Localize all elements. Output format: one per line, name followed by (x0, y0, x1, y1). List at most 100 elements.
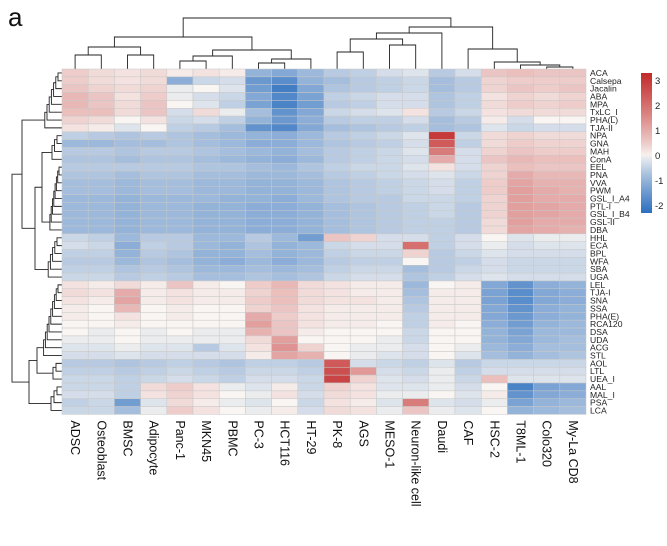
column-label: Daudi (435, 420, 449, 453)
heatmap-cell (533, 390, 561, 399)
heatmap-cell (507, 139, 534, 148)
column-dendrogram (74, 17, 574, 69)
heatmap-cell (166, 351, 194, 360)
heatmap-cell (480, 92, 508, 101)
heatmap-cell (428, 319, 456, 329)
heatmap-cell (271, 280, 299, 290)
heatmap-cell (271, 76, 299, 85)
heatmap-cell (480, 374, 508, 384)
column-label: MKN45 (199, 420, 213, 462)
heatmap-cell (166, 382, 194, 392)
heatmap-cell (297, 359, 325, 368)
row-label: ECA (590, 241, 608, 251)
heatmap-cell (297, 272, 325, 282)
heatmap-cell (402, 382, 430, 392)
heatmap-cell (61, 178, 89, 187)
heatmap-cell (323, 257, 351, 266)
legend-tick-label: 3 (655, 76, 660, 87)
heatmap-cell (349, 406, 377, 415)
heatmap-cell (218, 382, 246, 392)
heatmap-cell (61, 84, 89, 93)
heatmap-cell (166, 233, 194, 242)
heatmap-cell (323, 241, 351, 250)
heatmap-cell (192, 139, 220, 148)
heatmap-cell (349, 327, 377, 337)
heatmap-cell (480, 217, 508, 227)
heatmap-cell (192, 398, 220, 407)
row-label: PHA(E) (590, 311, 619, 321)
heatmap-cell (114, 335, 141, 344)
heatmap-cell (428, 131, 456, 140)
heatmap-cell (507, 327, 534, 337)
heatmap-cell (218, 319, 246, 329)
heatmap-cell (114, 233, 141, 242)
heatmap-cell (218, 92, 246, 101)
heatmap-cell (559, 108, 587, 117)
heatmap-cell (87, 406, 115, 415)
heatmap-cell (166, 217, 194, 227)
heatmap-cell (87, 335, 115, 344)
heatmap-cell (507, 359, 534, 368)
heatmap-cell (507, 319, 534, 329)
heatmap-cell (114, 194, 141, 203)
heatmap-cell (507, 233, 534, 242)
heatmap-cell (271, 186, 299, 195)
heatmap-cell (218, 359, 246, 368)
heatmap-cell (480, 382, 508, 392)
heatmap-cell (192, 217, 220, 227)
dendrogram-link (258, 62, 286, 69)
column-label: T8ML-1 (514, 420, 528, 463)
heatmap-cell (349, 186, 377, 195)
heatmap-cell (480, 155, 508, 164)
heatmap-cell (61, 406, 89, 415)
heatmap-cell (271, 327, 299, 337)
heatmap-cell (87, 84, 115, 93)
heatmap-cell (376, 241, 403, 250)
heatmap-cell (402, 359, 430, 368)
heatmap-cell (323, 359, 351, 368)
heatmap-cell (87, 272, 115, 282)
heatmap-cell (323, 123, 351, 133)
heatmap-cell (245, 288, 272, 297)
heatmap-cell (218, 312, 246, 321)
heatmap-cell (454, 123, 482, 133)
heatmap-cell (166, 398, 194, 407)
heatmap-cell (454, 327, 482, 337)
dendrogram-link (271, 58, 312, 69)
heatmap-cell (454, 390, 482, 399)
heatmap-cell (533, 367, 561, 376)
heatmap-cell (323, 76, 351, 85)
heatmap-cell (140, 131, 168, 140)
heatmap-cell (507, 225, 534, 235)
heatmap-cell (245, 382, 272, 392)
row-label: TJA-I (590, 288, 611, 298)
heatmap-cell (297, 382, 325, 392)
heatmap-cell (559, 225, 587, 235)
heatmap-cell (533, 225, 561, 235)
column-labels: ADSC Osteoblast BMSC Adipocyte Panc-1 MKN45 PB… (68, 420, 580, 506)
heatmap-cell (454, 100, 482, 109)
heatmap-cell (271, 68, 299, 78)
heatmap-cell (192, 382, 220, 392)
dendrogram-link (56, 237, 62, 247)
heatmap-cell (61, 382, 89, 392)
heatmap-cell (349, 155, 377, 164)
heatmap-cell (192, 296, 220, 305)
heatmap-cell (61, 319, 89, 329)
heatmap-cell (376, 367, 403, 376)
heatmap-cell (402, 162, 430, 172)
heatmap-cell (297, 139, 325, 148)
heatmap-cell (218, 68, 246, 78)
dendrogram-link (53, 294, 62, 309)
heatmap-cell (245, 327, 272, 337)
dendrogram-link (50, 89, 62, 105)
heatmap-cell (454, 288, 482, 297)
heatmap-cell (61, 217, 89, 227)
heatmap-cell (271, 249, 299, 258)
heatmap-cell (114, 374, 141, 384)
heatmap-cell (218, 272, 246, 282)
heatmap-cell (428, 186, 456, 195)
heatmap-cell (166, 100, 194, 109)
heatmap-cell (480, 398, 508, 407)
heatmap-cell (533, 155, 561, 164)
